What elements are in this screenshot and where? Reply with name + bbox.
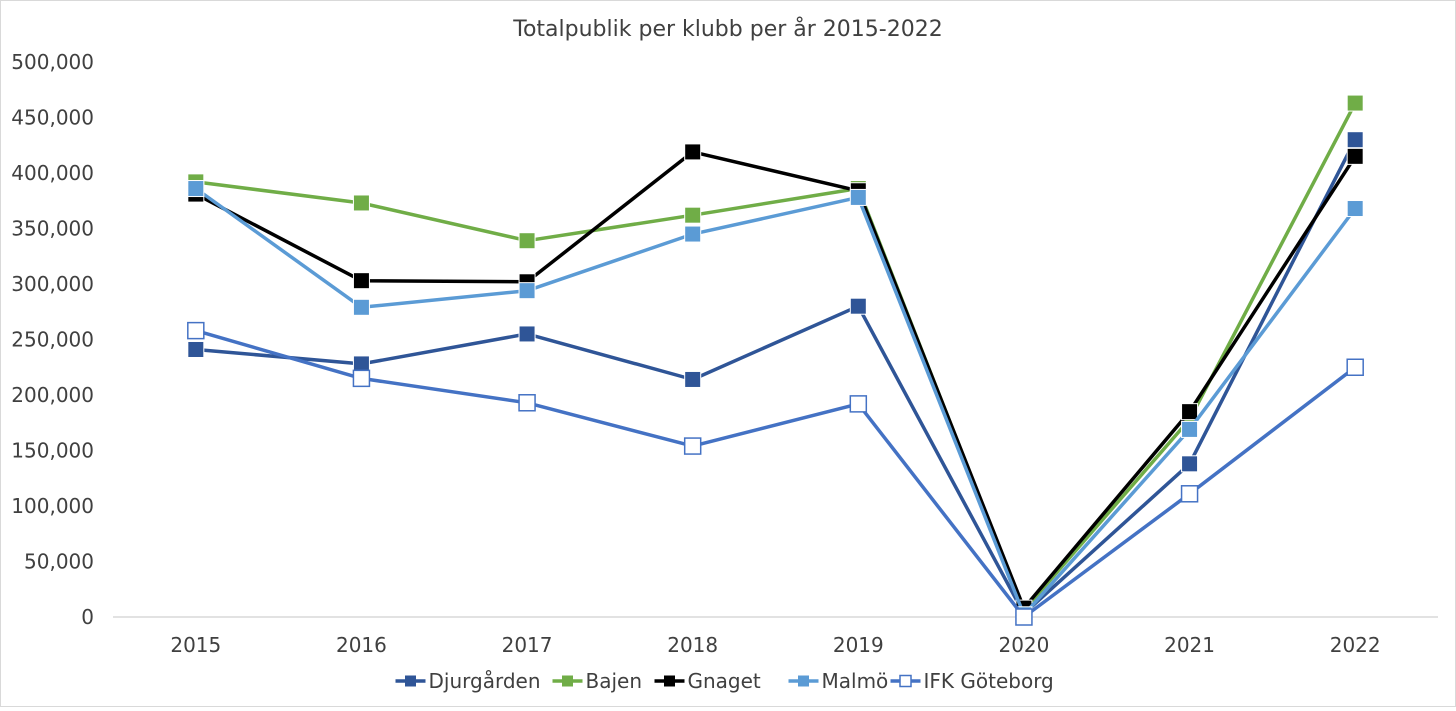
legend-item: IFK Göteborg <box>890 669 1054 693</box>
data-point <box>187 321 205 340</box>
data-point <box>684 370 702 388</box>
data-point <box>1346 358 1364 376</box>
data-point <box>352 355 370 373</box>
data-point <box>518 325 536 343</box>
data-point <box>187 340 205 358</box>
data-point <box>187 180 205 198</box>
x-tick-label: 2017 <box>502 633 553 657</box>
data-point <box>683 437 702 455</box>
y-tick-label: 400,000 <box>11 161 94 185</box>
legend-marker <box>899 674 912 688</box>
data-point <box>1181 455 1199 473</box>
y-tick-label: 150,000 <box>11 439 94 463</box>
data-point <box>1181 420 1199 438</box>
legend-item: Djurgården <box>395 669 541 693</box>
data-point <box>849 395 868 413</box>
data-point <box>1181 403 1199 421</box>
legend-item: Gnaget <box>654 669 761 693</box>
x-tick-label: 2015 <box>170 633 221 657</box>
y-tick-label: 100,000 <box>11 494 94 518</box>
series-line <box>195 138 1357 616</box>
legend-label: IFK Göteborg <box>924 669 1054 693</box>
y-tick-label: 250,000 <box>11 328 94 352</box>
data-point <box>1180 485 1199 503</box>
data-point <box>1346 94 1364 112</box>
legend-marker <box>798 675 809 687</box>
series-line <box>194 187 1357 617</box>
y-axis: 0 50,000 100,000 150,000 200,000 250,000 300,0… <box>11 50 94 629</box>
x-tick-label: 2020 <box>998 633 1049 657</box>
x-tick-label: 2022 <box>1330 633 1381 657</box>
data-point <box>352 369 371 388</box>
legend-label: Gnaget <box>688 669 761 693</box>
data-point <box>1015 608 1033 626</box>
legend-label: Djurgården <box>429 669 541 693</box>
x-axis: 2015 2016 2017 2018 2019 2020 2021 2022 <box>113 616 1438 657</box>
x-tick-label: 2016 <box>336 633 387 657</box>
data-point <box>518 394 536 412</box>
data-point <box>1346 131 1364 149</box>
legend-item: Malmö <box>788 669 889 693</box>
x-tick-label: 2021 <box>1164 633 1215 657</box>
legend-item: Bajen <box>552 669 643 693</box>
legend-label: Bajen <box>586 669 643 693</box>
data-point <box>849 297 867 315</box>
data-point <box>518 282 536 300</box>
data-point <box>684 225 702 243</box>
legend-marker <box>664 675 675 687</box>
data-point <box>518 232 536 250</box>
data-point <box>1346 147 1364 165</box>
y-tick-label: 350,000 <box>11 217 94 241</box>
series-group <box>187 321 1364 626</box>
data-point <box>684 206 702 224</box>
data-point <box>684 143 702 161</box>
data-point <box>352 272 370 290</box>
legend-label: Malmö <box>822 669 889 693</box>
x-tick-label: 2018 <box>667 633 718 657</box>
y-tick-label: 0 <box>81 605 94 629</box>
y-tick-label: 200,000 <box>11 383 94 407</box>
series-layer <box>187 94 1364 626</box>
data-point <box>1346 200 1364 218</box>
data-point <box>849 188 867 206</box>
series-line <box>195 102 1357 613</box>
legend: Djurgården Bajen Gnaget Malmö IFK Göteborg <box>395 669 1054 693</box>
data-point <box>352 194 370 212</box>
y-tick-label: 300,000 <box>11 272 94 296</box>
data-point <box>352 298 370 316</box>
legend-marker <box>562 675 573 687</box>
series-line <box>195 328 1357 619</box>
y-tick-label: 50,000 <box>24 550 94 574</box>
x-tick-label: 2019 <box>833 633 884 657</box>
legend-marker <box>405 675 416 687</box>
y-tick-label: 500,000 <box>11 50 94 74</box>
chart-title: Totalpublik per klubb per år 2015-2022 <box>512 16 942 42</box>
series-line <box>194 150 1357 610</box>
y-tick-label: 450,000 <box>11 106 94 130</box>
